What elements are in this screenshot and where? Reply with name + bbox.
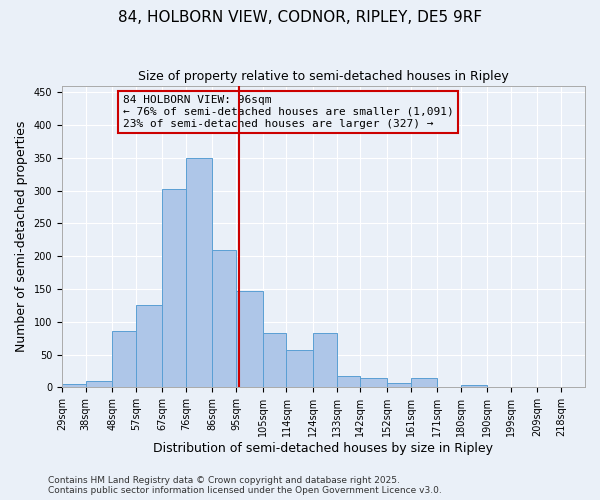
Title: Size of property relative to semi-detached houses in Ripley: Size of property relative to semi-detach… [138, 70, 509, 83]
Bar [263, 333, 286, 388]
Y-axis label: Number of semi-detached properties: Number of semi-detached properties [15, 121, 28, 352]
Bar [337, 376, 361, 388]
Bar [487, 386, 511, 388]
Text: Contains HM Land Registry data © Crown copyright and database right 2025.
Contai: Contains HM Land Registry data © Crown c… [48, 476, 442, 495]
Bar [236, 291, 263, 388]
Bar [410, 378, 437, 388]
Bar [136, 304, 162, 388]
Bar [561, 386, 585, 388]
Bar [212, 250, 236, 388]
Bar [313, 333, 337, 388]
Bar [538, 386, 561, 388]
Bar [112, 331, 136, 388]
Bar [511, 386, 538, 388]
Bar [361, 378, 387, 388]
Text: 84, HOLBORN VIEW, CODNOR, RIPLEY, DE5 9RF: 84, HOLBORN VIEW, CODNOR, RIPLEY, DE5 9R… [118, 10, 482, 25]
X-axis label: Distribution of semi-detached houses by size in Ripley: Distribution of semi-detached houses by … [154, 442, 493, 455]
Bar [62, 384, 86, 388]
Text: 84 HOLBORN VIEW: 96sqm
← 76% of semi-detached houses are smaller (1,091)
23% of : 84 HOLBORN VIEW: 96sqm ← 76% of semi-det… [122, 96, 454, 128]
Bar [86, 381, 112, 388]
Bar [286, 350, 313, 388]
Bar [387, 384, 410, 388]
Bar [162, 188, 186, 388]
Bar [461, 386, 487, 388]
Bar [186, 158, 212, 388]
